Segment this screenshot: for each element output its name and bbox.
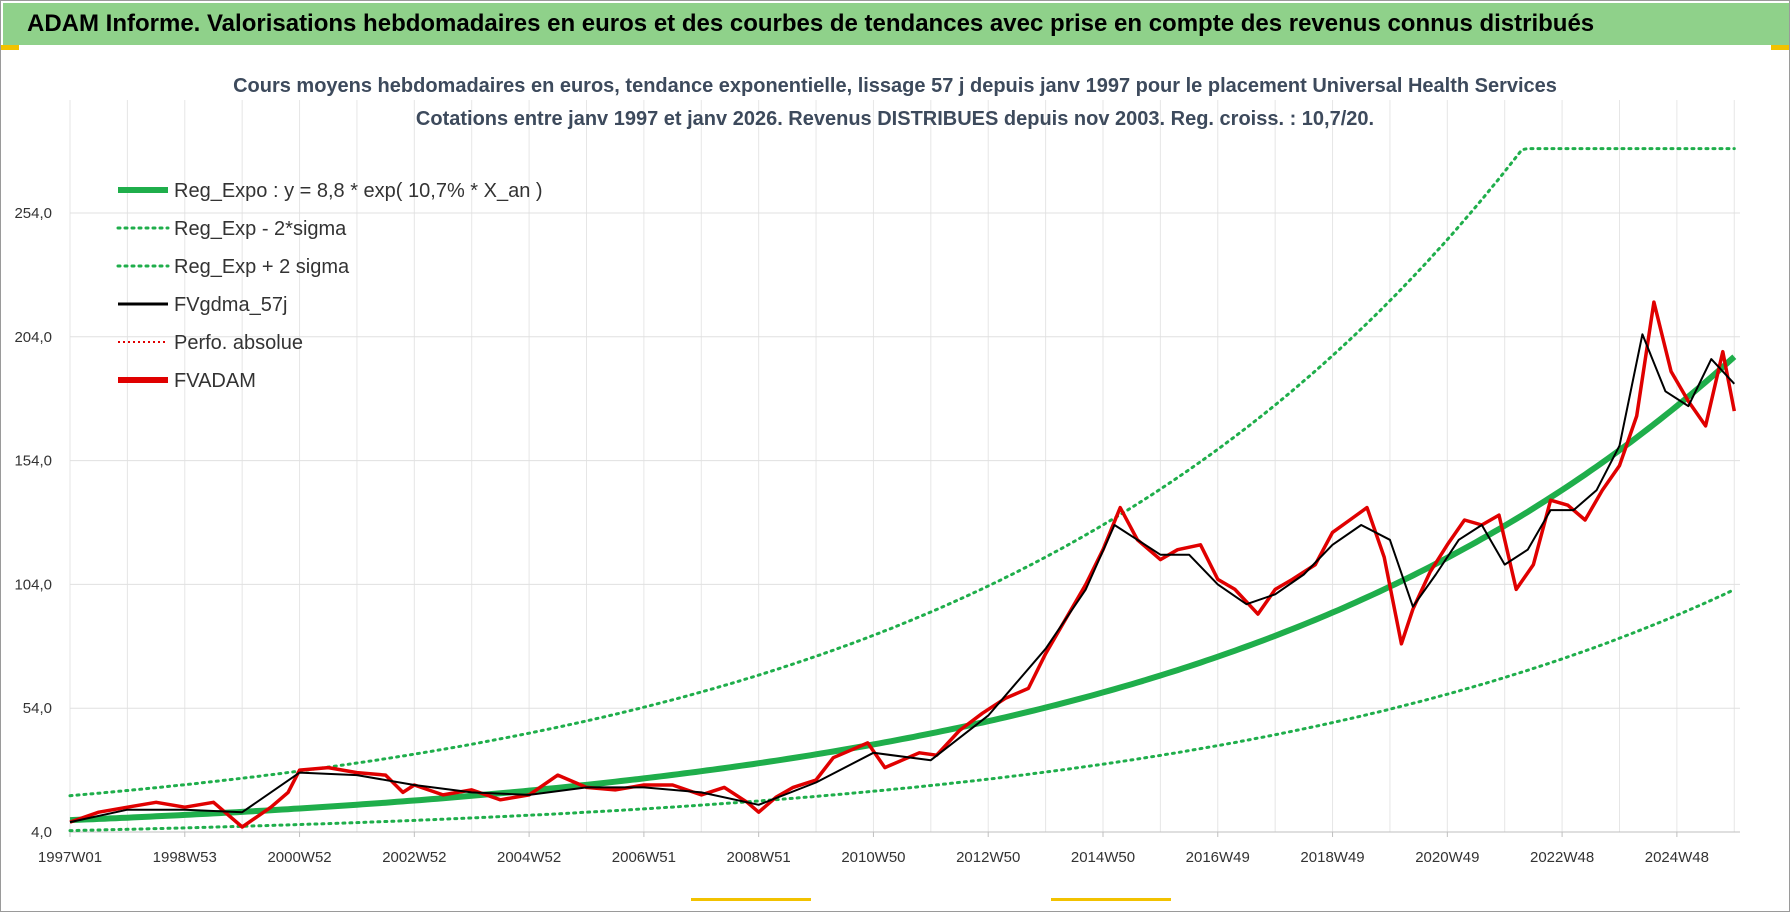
x-tick-label: 1997W01 bbox=[38, 849, 102, 866]
legend-label: Perfo. absolue bbox=[174, 332, 303, 354]
y-tick-label: 154,0 bbox=[14, 453, 52, 470]
regression-curves bbox=[68, 147, 1737, 833]
chart-title: Cours moyens hebdomadaires en euros, ten… bbox=[233, 75, 1557, 97]
reg-lower-curve bbox=[68, 588, 1736, 833]
y-tick-label: 54,0 bbox=[23, 700, 52, 717]
reg-expo-curve bbox=[69, 354, 1737, 824]
series-line-fvgdma_57j bbox=[69, 333, 1736, 824]
y-tick-label: 254,0 bbox=[14, 205, 52, 222]
x-tick-label: 2022W48 bbox=[1530, 849, 1594, 866]
series-line-fvadam bbox=[69, 300, 1737, 829]
y-tick-label: 104,0 bbox=[14, 576, 52, 593]
x-tick-label: 2012W50 bbox=[956, 849, 1020, 866]
x-tick-label: 1998W53 bbox=[153, 849, 217, 866]
legend-label: Reg_Exp + 2 sigma bbox=[174, 256, 350, 278]
x-tick-label: 2004W52 bbox=[497, 849, 561, 866]
legend-label: FVgdma_57j bbox=[174, 294, 287, 316]
chart-titles: Cours moyens hebdomadaires en euros, ten… bbox=[233, 75, 1557, 130]
legend-label: FVADAM bbox=[174, 370, 256, 392]
axes: 4,0 54,0 104,0 154,0 204,0 254,0 1997W01 1998W5… bbox=[14, 205, 1740, 866]
corner-mark-bottom-2 bbox=[1051, 898, 1171, 901]
y-tick-label: 204,0 bbox=[14, 329, 52, 346]
corner-mark-bottom-1 bbox=[691, 898, 811, 901]
legend: Reg_Expo : y = 8,8 * exp( 10,7% * X_an )… bbox=[116, 180, 543, 392]
legend-label: Reg_Exp - 2*sigma bbox=[174, 218, 347, 240]
legend-label: Reg_Expo : y = 8,8 * exp( 10,7% * X_an ) bbox=[174, 180, 543, 202]
corner-mark-top-right bbox=[1771, 45, 1789, 50]
header-banner: ADAM Informe. Valorisations hebdomadaire… bbox=[3, 3, 1789, 45]
x-tick-label: 2002W52 bbox=[382, 849, 446, 866]
x-tick-label: 2008W51 bbox=[727, 849, 791, 866]
page-title: ADAM Informe. Valorisations hebdomadaire… bbox=[27, 10, 1595, 37]
x-tick-label: 2018W49 bbox=[1300, 849, 1364, 866]
x-tick-label: 2014W50 bbox=[1071, 849, 1135, 866]
x-tick-label: 2016W49 bbox=[1186, 849, 1250, 866]
chart-subtitle: Cotations entre janv 1997 et janv 2026. … bbox=[416, 108, 1374, 130]
x-tick-label: 2010W50 bbox=[841, 849, 905, 866]
y-tick-label: 4,0 bbox=[31, 824, 52, 841]
x-tick-label: 2020W49 bbox=[1415, 849, 1479, 866]
x-tick-label: 2000W52 bbox=[267, 849, 331, 866]
x-tick-label: 2024W48 bbox=[1645, 849, 1709, 866]
corner-mark-top-left bbox=[1, 45, 19, 50]
grid bbox=[69, 100, 1740, 833]
series-lines bbox=[69, 300, 1737, 829]
reg-upper-curve bbox=[68, 147, 1736, 798]
x-tick-label: 2006W51 bbox=[612, 849, 676, 866]
